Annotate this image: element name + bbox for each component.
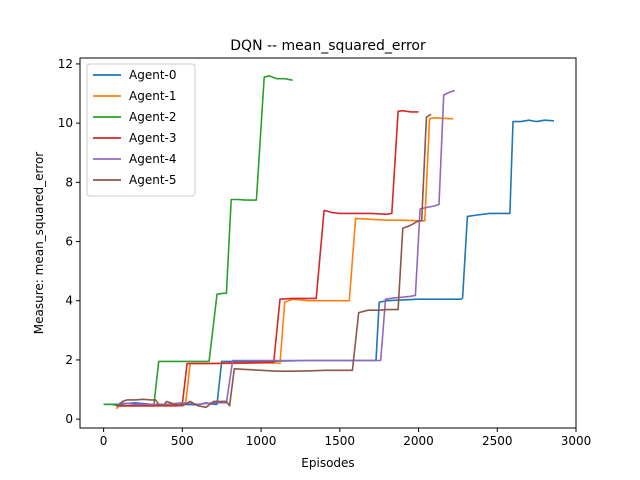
y-tick-label: 12 xyxy=(58,57,73,71)
series-line-agent-4 xyxy=(119,89,456,406)
legend-label: Agent-0 xyxy=(129,68,176,82)
x-axis-label: Episodes xyxy=(301,456,354,470)
legend-label: Agent-1 xyxy=(129,89,176,103)
x-tick-label: 500 xyxy=(171,434,194,448)
legend-label: Agent-5 xyxy=(129,173,176,187)
legend: Agent-0 Agent-1 Agent-2 Agent-3 Agent-4 Agent… xyxy=(86,63,196,197)
y-tick-label: 10 xyxy=(58,116,73,130)
y-tick-label: 0 xyxy=(65,412,73,426)
y-tick-label: 2 xyxy=(65,353,73,367)
series-line-agent-5 xyxy=(118,113,432,409)
x-tick-label: 0 xyxy=(100,434,108,448)
y-axis: 0 2 4 6 8 10 12 xyxy=(58,57,80,426)
plot-area xyxy=(79,57,577,429)
x-tick-label: 1500 xyxy=(325,434,356,448)
y-tick-label: 6 xyxy=(65,235,73,249)
x-tick-label: 2000 xyxy=(403,434,434,448)
y-axis-label: Measure: mean_squared_error xyxy=(32,152,46,335)
chart-title: DQN -- mean_squared_error xyxy=(230,38,426,54)
y-tick-label: 4 xyxy=(65,294,73,308)
series-line-agent-0 xyxy=(103,119,555,406)
legend-label: Agent-2 xyxy=(129,110,176,124)
legend-label: Agent-3 xyxy=(129,131,176,145)
x-tick-label: 2500 xyxy=(482,434,513,448)
x-tick-label: 1000 xyxy=(246,434,277,448)
x-tick-label: 3000 xyxy=(561,434,592,448)
series-layer xyxy=(103,75,555,410)
legend-label: Agent-4 xyxy=(129,152,176,166)
y-tick-label: 8 xyxy=(65,175,73,189)
x-axis: 0 500 1000 1500 2000 2500 3000 xyxy=(100,428,591,448)
plot-frame xyxy=(79,57,577,429)
legend-box xyxy=(86,63,196,197)
